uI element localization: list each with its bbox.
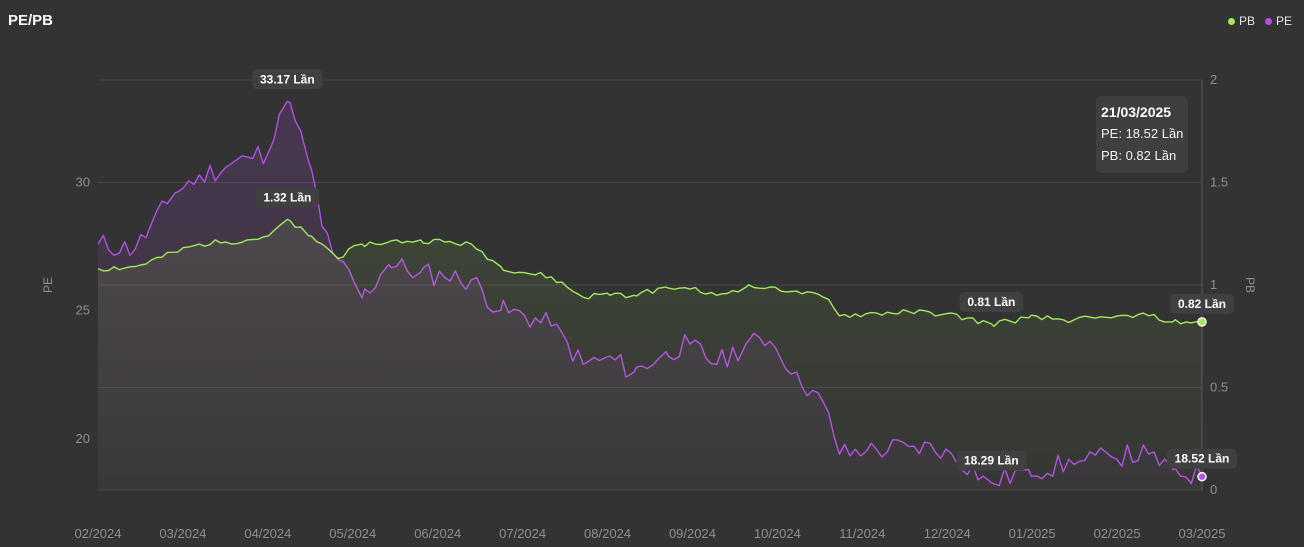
data-label-pe-0: 33.17 Lần — [260, 72, 315, 86]
y-left-tick-2: 30 — [76, 175, 90, 190]
x-tick-1: 03/2024 — [159, 526, 206, 541]
data-label-pb-0: 1.32 Lần — [263, 190, 311, 204]
x-tick-0: 02/2024 — [75, 526, 122, 541]
chart-title: PE/PB — [8, 12, 54, 29]
tooltip-date: 21/03/2025 — [1101, 104, 1172, 120]
y-right-tick-0: 0 — [1210, 482, 1217, 497]
data-label-pb-1: 0.81 Lần — [967, 295, 1015, 309]
data-label-pb-2: 0.82 Lần — [1178, 297, 1226, 311]
x-tick-8: 10/2024 — [754, 526, 801, 541]
line-pb — [97, 218, 1203, 327]
y-right-tick-4: 2 — [1210, 72, 1217, 87]
marker-last-pb — [1197, 317, 1207, 327]
x-tick-12: 02/2025 — [1094, 526, 1141, 541]
x-tick-3: 05/2024 — [329, 526, 376, 541]
y-left-axis-title: PE — [41, 277, 55, 293]
x-tick-10: 12/2024 — [924, 526, 971, 541]
data-label-pb-0-bg — [255, 187, 320, 208]
data-label-pe-1: 18.29 Lần — [964, 454, 1019, 468]
x-tick-13: 03/2025 — [1179, 526, 1226, 541]
y-right-tick-3: 1.5 — [1210, 175, 1228, 190]
legend-item-pe[interactable]: PE — [1264, 14, 1292, 28]
x-tick-11: 01/2025 — [1009, 526, 1056, 541]
legend-pb-dot-icon — [1227, 17, 1235, 25]
y-right-tick-1: 0.5 — [1210, 380, 1228, 395]
tooltip: 21/03/2025 PE: 18.52 Lần PB: 0.82 Lần — [1096, 96, 1189, 173]
x-tick-9: 11/2024 — [839, 526, 885, 541]
data-label-pe-2-bg — [1166, 448, 1238, 469]
tooltip-pb: PB: 0.82 Lần — [1101, 148, 1177, 163]
area-pb — [98, 219, 1202, 490]
x-tick-4: 06/2024 — [414, 526, 461, 541]
data-label-pe-1-bg — [956, 450, 1027, 471]
data-label-pe-0-bg — [252, 69, 323, 90]
legend-pe-dot-icon — [1264, 17, 1272, 25]
data-label-pe-2: 18.52 Lần — [1175, 452, 1230, 466]
y-right-axis-title: PB — [1243, 277, 1257, 293]
x-tick-2: 04/2024 — [244, 526, 291, 541]
y-right-tick-2: 1 — [1210, 277, 1217, 292]
legend-pe-label: PE — [1275, 14, 1292, 28]
legend-item-pb[interactable]: PB — [1227, 14, 1255, 28]
legend: PB PE — [1227, 14, 1292, 28]
data-label-pb-1-bg — [959, 291, 1024, 312]
y-left-tick-0: 20 — [76, 431, 90, 446]
data-label-pb-2-bg — [1170, 293, 1234, 314]
x-tick-6: 08/2024 — [584, 526, 631, 541]
legend-pb-label: PB — [1238, 14, 1255, 28]
x-tick-5: 07/2024 — [499, 526, 546, 541]
tooltip-pe: PE: 18.52 Lần — [1101, 126, 1184, 141]
x-tick-7: 09/2024 — [669, 526, 716, 541]
y-left-tick-1: 25 — [76, 303, 90, 318]
